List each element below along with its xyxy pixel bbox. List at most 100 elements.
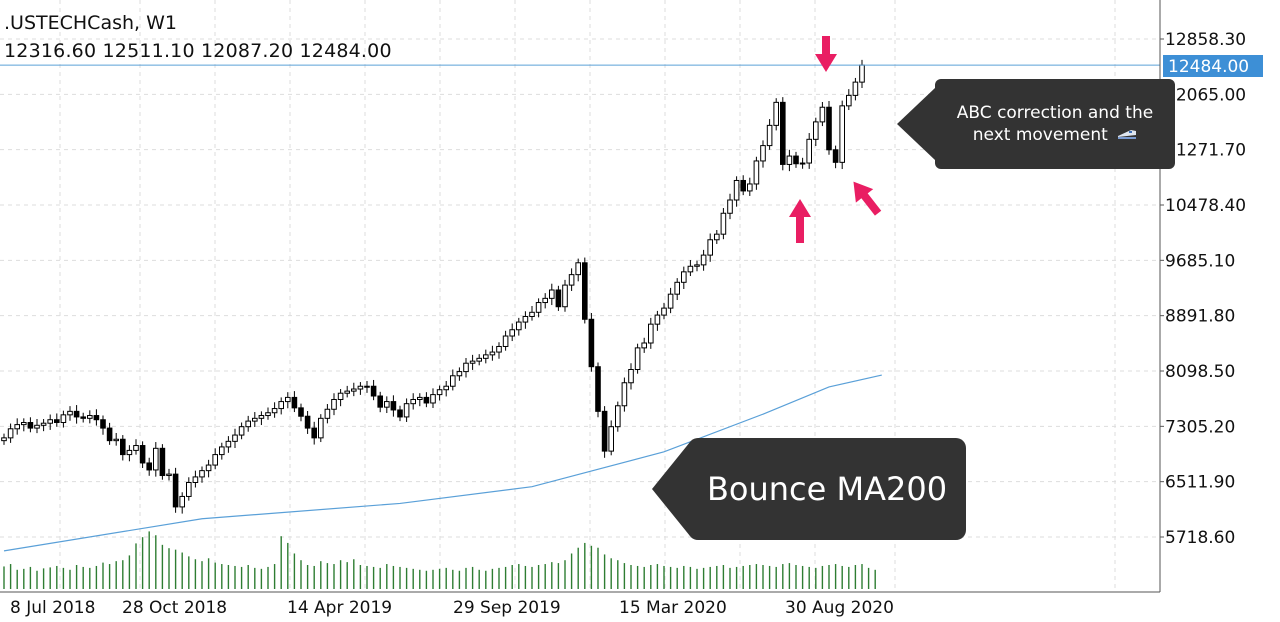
candle-body-up xyxy=(14,424,20,430)
y-tick-label: 11271.70 xyxy=(1165,141,1246,161)
candle-body-up xyxy=(727,199,733,214)
candle-body-up xyxy=(747,183,753,192)
candle-body-up xyxy=(608,426,615,452)
price-tag: 12484.00 xyxy=(1163,55,1263,77)
candle-body-up xyxy=(502,335,509,347)
candle-body-up xyxy=(436,389,443,396)
candle-body-up xyxy=(337,392,344,400)
candle-body-up xyxy=(285,396,291,403)
price-tag-background xyxy=(1163,55,1263,77)
candle-body-up xyxy=(1,437,7,442)
candle-body-up xyxy=(364,385,370,388)
candle-body-up xyxy=(786,155,793,165)
y-tick-label: 10478.40 xyxy=(1165,196,1246,216)
candle-body-up xyxy=(271,408,278,414)
candle-body-up xyxy=(238,426,245,436)
candle-body-up xyxy=(205,464,212,472)
candle-body-up xyxy=(621,382,628,407)
candle-body-down xyxy=(793,155,799,165)
candle-body-up xyxy=(113,438,120,442)
candle-body-up xyxy=(852,81,859,96)
candle-body-up xyxy=(641,342,648,349)
y-axis-ticks: 12858.30 12065.00 11271.70 10478.40 9685.10 8… xyxy=(1160,30,1246,548)
candle-body-up xyxy=(450,375,456,387)
bounce-callout-label: Bounce MA200 xyxy=(706,470,948,508)
abc-correction-callout: ABC correction and the next movement xyxy=(935,79,1175,169)
candle-body-down xyxy=(93,415,100,421)
candle-body-up xyxy=(575,262,582,276)
candle-body-up xyxy=(87,415,93,419)
candle-body-up xyxy=(535,302,542,313)
candle-body-down xyxy=(740,179,747,192)
candle-body-up xyxy=(529,311,535,317)
candle-body-up xyxy=(331,398,337,410)
candle-body-up xyxy=(562,284,568,308)
candle-body-up xyxy=(542,297,549,304)
candle-body-up xyxy=(667,293,674,309)
candle-body-up xyxy=(694,264,700,267)
candle-body-up xyxy=(219,446,225,456)
candle-body-up xyxy=(232,434,238,442)
candle-body-up xyxy=(733,179,740,201)
arrow-up-icon xyxy=(789,199,811,243)
candle-body-up xyxy=(67,410,73,416)
x-tick-label: 30 Aug 2020 xyxy=(785,598,894,618)
candle-body-up xyxy=(661,307,667,316)
candle-body-up xyxy=(714,233,720,241)
candle-body-down xyxy=(139,445,146,464)
candle-body-down xyxy=(555,289,562,308)
candle-body-up xyxy=(21,422,27,426)
x-tick-label: 14 Apr 2019 xyxy=(287,598,392,618)
candle-body-up xyxy=(60,414,67,424)
candle-body-up xyxy=(179,495,185,508)
candle-body-down xyxy=(582,262,588,320)
candle-body-down xyxy=(106,427,113,442)
candle-body-up xyxy=(469,360,476,364)
candle-body-down xyxy=(832,149,839,163)
train-icon xyxy=(1117,124,1137,146)
x-tick-label: 8 Jul 2018 xyxy=(10,598,95,618)
candle-body-up xyxy=(384,401,390,408)
candle-body-down xyxy=(100,419,106,429)
candle-body-up xyxy=(212,454,218,466)
abc-callout-line-2: next movement xyxy=(972,125,1108,145)
arrow-up-left-icon xyxy=(853,181,882,216)
candle-body-up xyxy=(648,323,654,344)
abc-callout-pointer xyxy=(897,88,935,160)
candle-body-down xyxy=(172,473,179,508)
candle-body-up xyxy=(192,476,199,483)
candle-body-up xyxy=(258,415,265,419)
candle-body-up xyxy=(634,347,641,371)
candle-body-up xyxy=(681,271,687,283)
candle-body-up xyxy=(278,401,284,410)
candle-body-down xyxy=(826,106,832,151)
y-tick-label: 5718.60 xyxy=(1165,528,1235,548)
candle-body-up xyxy=(463,362,469,373)
candle-body-down xyxy=(595,366,601,412)
candle-body-up xyxy=(351,388,357,392)
candle-body-up xyxy=(133,445,139,451)
candle-body-up xyxy=(225,440,232,448)
candle-body-up xyxy=(859,64,865,83)
candle-body-up xyxy=(456,371,463,377)
candle-body-down xyxy=(397,409,403,418)
candle-body-down xyxy=(780,101,786,165)
candle-body-up xyxy=(496,345,502,353)
candle-body-down xyxy=(390,401,397,411)
candle-body-up xyxy=(40,422,47,426)
candle-body-up xyxy=(153,447,159,471)
candle-body-up xyxy=(615,405,621,428)
candle-body-up xyxy=(509,329,515,337)
candle-body-down xyxy=(120,438,126,456)
candle-body-down xyxy=(298,407,304,417)
candle-body-up xyxy=(753,160,760,185)
candle-body-up xyxy=(430,394,436,404)
candle-body-up xyxy=(839,105,846,163)
candle-body-up xyxy=(166,473,172,477)
bounce-callout-pointer xyxy=(652,442,690,536)
arrow-markers xyxy=(789,36,882,243)
x-tick-label: 15 Mar 2020 xyxy=(619,598,727,618)
abc-callout-line-1: ABC correction and the xyxy=(956,103,1154,123)
candle-body-down xyxy=(291,396,298,409)
